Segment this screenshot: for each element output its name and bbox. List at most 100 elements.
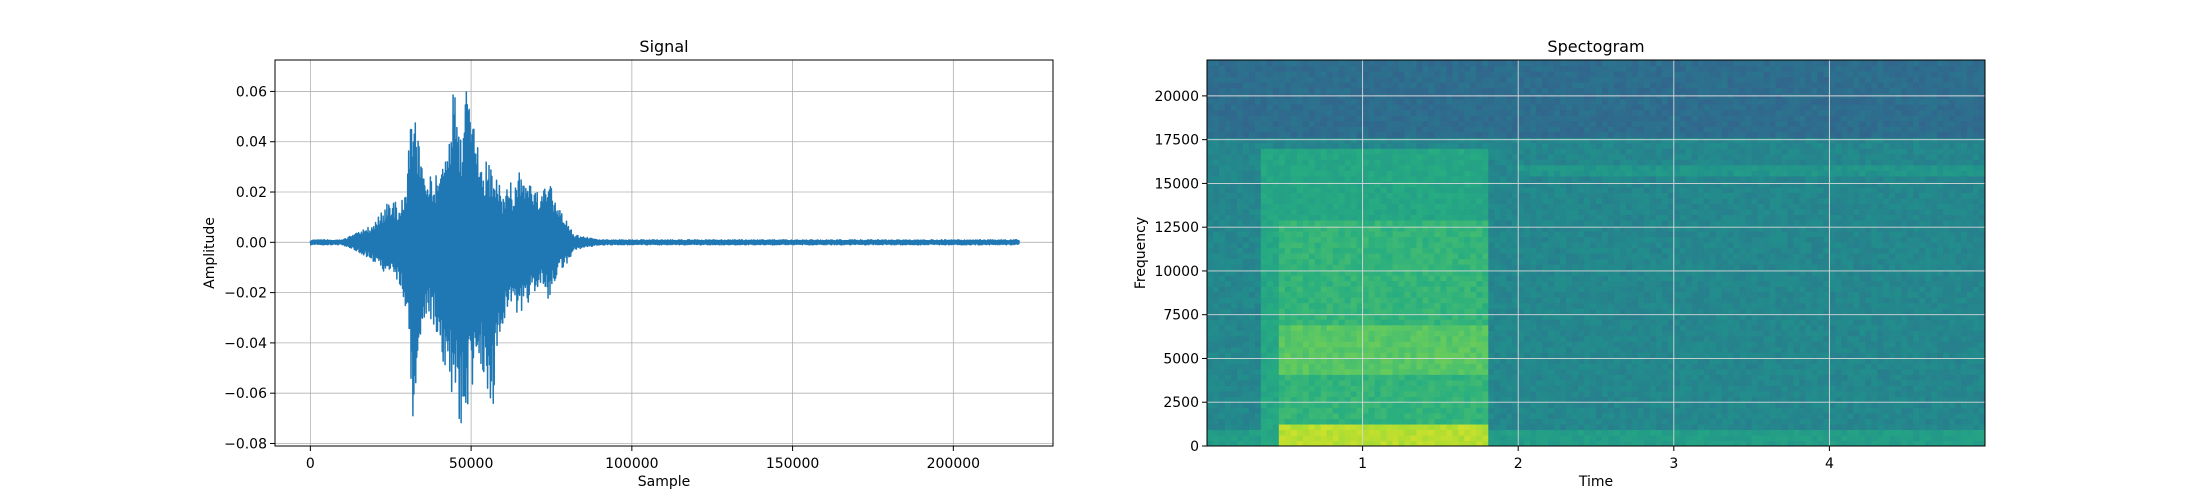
spectrogram-cell	[1272, 214, 1280, 221]
spectrogram-cell	[1596, 87, 1603, 94]
spectrogram-cell	[1284, 357, 1292, 364]
spectrogram-cell	[1572, 214, 1579, 221]
spectrogram-cell	[1290, 109, 1298, 116]
spectrogram-cell	[1428, 407, 1436, 414]
spectrogram-cell	[1500, 396, 1507, 403]
spectrogram-cell	[1410, 142, 1418, 149]
spectrogram-cell	[1344, 269, 1352, 276]
spectrogram-cell	[1524, 148, 1531, 155]
spectrogram-cell	[1284, 98, 1292, 105]
spectrogram-cell	[1254, 313, 1262, 320]
spectrogram-cell	[1266, 186, 1274, 193]
spectrogram-cell	[1338, 71, 1346, 78]
spectrogram-cell	[1428, 60, 1436, 67]
spectrogram-cell	[1625, 302, 1633, 309]
spectrogram-cell	[1464, 60, 1471, 67]
spectrogram-cell	[1500, 175, 1507, 182]
spectrogram-cell	[1560, 258, 1567, 265]
spectrogram-cell	[1464, 137, 1471, 144]
spectrogram-cell	[1254, 363, 1262, 370]
spectrogram-cell	[1218, 253, 1226, 260]
spectrogram-cell	[1284, 286, 1292, 293]
spectrogram-cell	[1494, 385, 1501, 392]
spectrogram-cell	[1332, 219, 1340, 227]
spectrogram-cell	[1601, 219, 1609, 227]
spectrogram-cell	[1554, 164, 1561, 171]
spectrogram-cell	[1350, 76, 1358, 83]
spectrogram-cell	[1236, 401, 1244, 408]
spectrogram-cell	[1356, 396, 1364, 403]
spectrogram-cell	[1482, 346, 1489, 353]
spectrogram-cell	[1326, 330, 1334, 337]
spectrogram-cell	[1290, 335, 1298, 342]
spectrogram-cell	[1518, 330, 1525, 337]
spectrogram-cell	[1601, 104, 1609, 111]
spectrogram-cell	[1344, 264, 1352, 271]
spectrogram-cell	[1560, 170, 1567, 177]
spectrogram-cell	[1332, 253, 1340, 260]
spectrogram-cell	[1601, 164, 1609, 171]
spectrogram-cell	[1554, 286, 1561, 293]
spectrogram-cell	[1440, 120, 1447, 127]
spectrogram-cell	[1548, 247, 1555, 254]
spectrogram-cell	[1434, 164, 1441, 171]
spectrogram-cell	[1207, 120, 1214, 127]
spectrogram-cell	[1512, 120, 1519, 127]
spectrogram-cell	[1224, 120, 1232, 127]
spectrogram-cell	[1284, 82, 1292, 89]
spectrogram-cell	[1207, 319, 1214, 326]
spectrogram-cell	[1446, 418, 1453, 425]
spectrogram-cell	[1434, 241, 1441, 249]
spectrogram-cell	[1601, 264, 1609, 271]
spectrogram-cell	[1440, 164, 1447, 171]
spectrogram-cell	[1518, 390, 1525, 397]
spectrogram-cell	[1596, 379, 1603, 386]
spectrogram-cell	[1296, 423, 1304, 431]
spectrogram-cell	[1613, 324, 1621, 331]
spectrogram-cell	[1308, 192, 1316, 199]
spectrogram-cell	[1584, 319, 1591, 326]
spectrogram-cell	[1284, 109, 1292, 116]
spectrogram-cell	[1207, 170, 1214, 177]
spectrogram-cell	[1398, 291, 1406, 298]
spectrogram-cell	[1320, 142, 1328, 149]
spectrogram-cell	[1596, 341, 1603, 348]
spectrogram-cell	[1254, 264, 1262, 271]
spectrogram-cell	[1260, 286, 1268, 293]
spectrogram-cell	[1380, 137, 1388, 144]
spectrogram-cell	[1248, 230, 1256, 238]
spectrogram-cell	[1236, 313, 1244, 320]
spectrogram-cell	[1613, 241, 1621, 249]
spectrogram-cell	[1344, 401, 1352, 408]
spectrogram-cell	[1332, 142, 1340, 149]
spectrogram-cell	[1530, 214, 1537, 221]
spectrogram-cell	[1518, 65, 1525, 72]
spectrogram-cell	[1578, 142, 1585, 149]
spectrogram-cell	[1434, 203, 1441, 210]
spectrogram-cell	[1338, 440, 1346, 446]
spectrogram-cell	[1218, 374, 1226, 381]
spectrogram-cell	[1212, 230, 1220, 238]
spectrogram-cell	[1212, 236, 1220, 243]
spectrogram-cell	[1596, 313, 1603, 320]
spectrogram-cell	[1488, 236, 1495, 243]
spectrogram-cell	[1596, 192, 1603, 199]
spectrogram-cell	[1500, 230, 1507, 238]
spectrogram-cell	[1530, 269, 1537, 276]
spectrogram-cell	[1212, 302, 1220, 309]
spectrogram-cell	[1236, 87, 1244, 94]
spectrogram-cell	[1494, 219, 1501, 227]
spectrogram-cell	[1482, 71, 1489, 78]
spectrogram-cell	[1416, 159, 1424, 166]
spectrogram-cell	[1218, 219, 1226, 227]
spectrogram-cell	[1278, 352, 1286, 359]
spectrogram-cell	[1212, 440, 1220, 446]
spectrogram-cell	[1434, 319, 1441, 326]
spectrogram-cell	[1584, 159, 1591, 166]
spectrogram-cell	[1464, 269, 1471, 276]
spectrogram-cell	[1566, 308, 1573, 315]
spectrogram-cell	[1296, 390, 1304, 397]
spectrogram-cell	[1458, 181, 1465, 188]
spectrogram-cell	[1368, 319, 1376, 326]
spectrogram-cell	[1500, 109, 1507, 116]
